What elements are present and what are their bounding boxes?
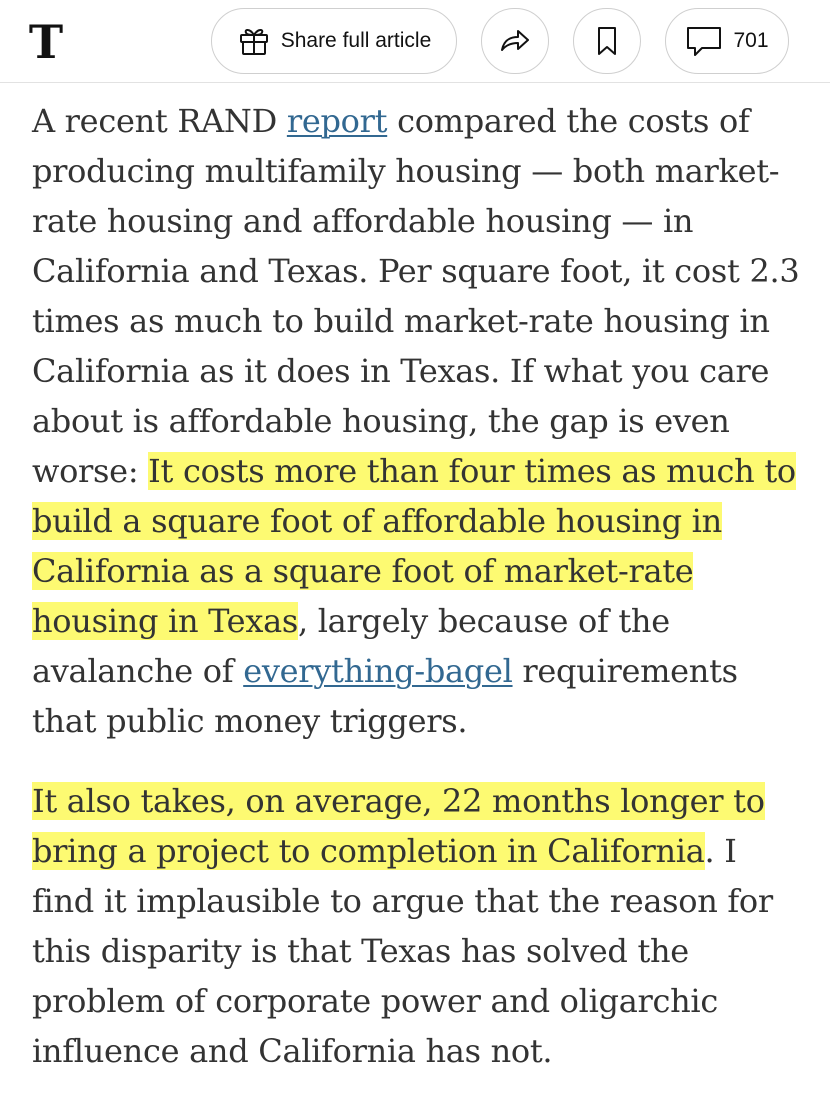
article-body: A recent RAND report compared the costs … <box>32 96 802 1076</box>
paragraph-text: A recent RAND <box>32 102 287 140</box>
speech-bubble-icon <box>685 24 723 58</box>
paragraph-text: requirements that public money triggers. <box>32 652 738 740</box>
top-toolbar: T Share full article <box>0 0 830 83</box>
forward-share-button[interactable] <box>481 8 549 74</box>
gift-icon <box>237 24 271 58</box>
article-paragraph: It also takes, on average, 22 months lon… <box>32 776 802 1076</box>
comment-count: 701 <box>733 29 769 52</box>
article-paragraph: A recent RAND report compared the costs … <box>32 96 802 746</box>
paragraph-text: compared the costs of producing multifam… <box>32 102 800 490</box>
highlighted-text: It also takes, on average, 22 months lon… <box>32 782 765 870</box>
forward-arrow-icon <box>498 26 532 56</box>
report-link[interactable]: report <box>286 102 388 140</box>
nyt-logo[interactable]: T <box>28 15 64 69</box>
share-full-article-button[interactable]: Share full article <box>211 8 457 74</box>
paragraph-text: , largely because of the avalanche of <box>32 602 670 690</box>
bookmark-icon <box>594 25 620 57</box>
paragraph-text: . I find it implausible to argue that th… <box>32 832 773 1070</box>
save-bookmark-button[interactable] <box>573 8 641 74</box>
comments-button[interactable]: 701 <box>665 8 789 74</box>
everything-bagel-link[interactable]: everything-bagel <box>243 652 513 690</box>
share-full-article-label: Share full article <box>280 29 432 52</box>
